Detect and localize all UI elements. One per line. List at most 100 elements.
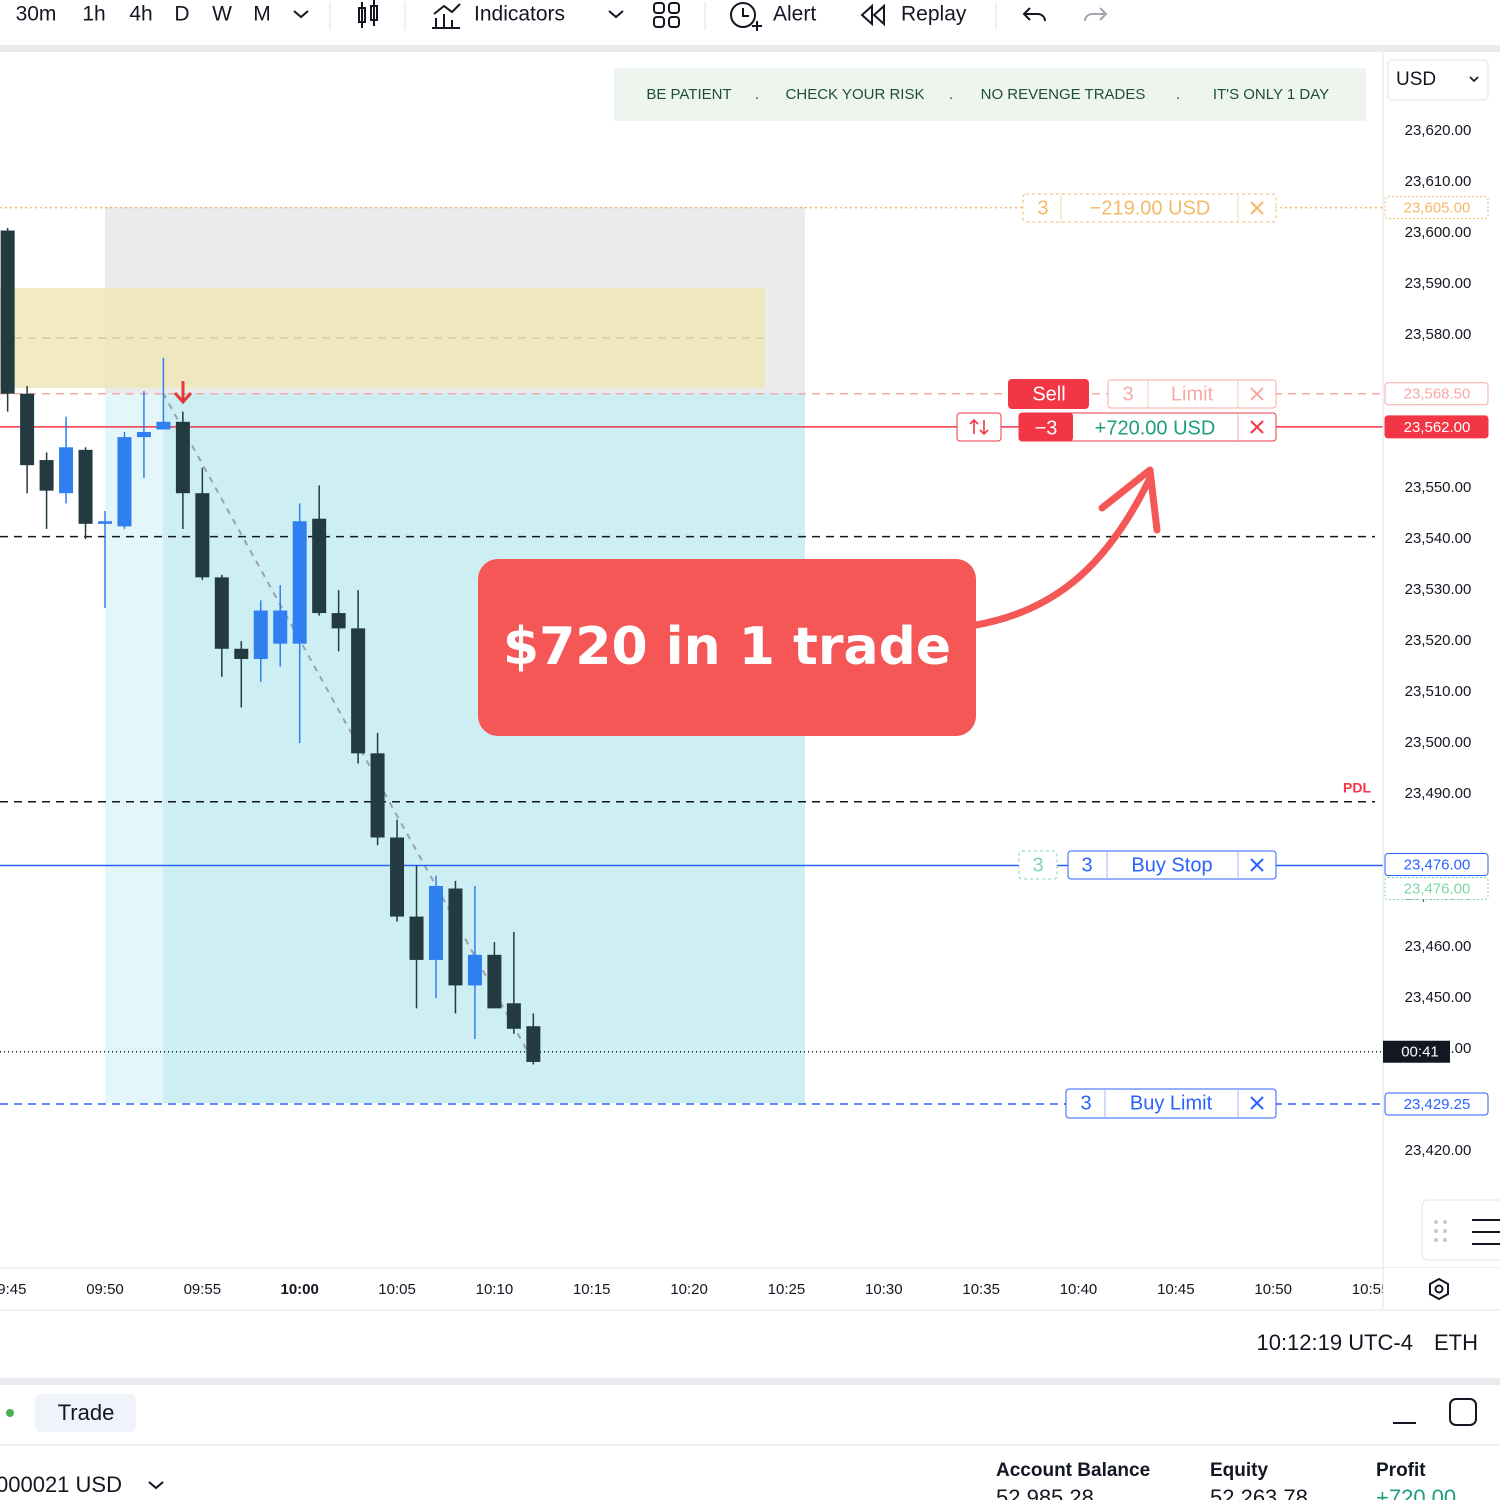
- timeframe[interactable]: 4h: [129, 3, 152, 26]
- position[interactable]: −3 +720.00 USD: [956, 412, 1277, 442]
- currency-label[interactable]: USD: [1396, 69, 1436, 90]
- x-tick-label: 10:45: [1157, 1281, 1195, 1298]
- floating-tools[interactable]: [1421, 1199, 1500, 1261]
- candle-body: [506, 1003, 521, 1029]
- session[interactable]: ETH: [1434, 1330, 1478, 1355]
- candle-body: [59, 447, 74, 494]
- price-tag-label: 23,429.25: [1404, 1096, 1471, 1113]
- price-tag-label: 23,476.00: [1404, 857, 1471, 874]
- x-tick-label: 10:00: [281, 1281, 319, 1298]
- maximize-icon[interactable]: [1449, 1398, 1477, 1426]
- timeframe[interactable]: M: [253, 3, 271, 26]
- candle-body: [195, 493, 210, 578]
- banner: BE PATIENT . CHECK YOUR RISK . NO REVENG…: [614, 68, 1366, 121]
- x-tick-label: 09:45: [0, 1281, 26, 1298]
- candle-body: [117, 437, 132, 527]
- y-tick-label: 23,450.00: [1405, 989, 1472, 1006]
- candle-body: [351, 628, 366, 754]
- chart-type-icon[interactable]: [358, 0, 378, 28]
- x-tick-label: 10:30: [865, 1281, 903, 1298]
- settings-icon[interactable]: [1434, 1284, 1444, 1294]
- alert-button[interactable]: Alert: [773, 3, 816, 26]
- dropdown-icon[interactable]: [1469, 76, 1479, 83]
- order-pnl: −219.00 USD: [1090, 197, 1211, 219]
- y-tick-label: 23,580.00: [1405, 326, 1472, 343]
- y-tick-label: 23,610.00: [1405, 173, 1472, 190]
- sell-button[interactable]: Sell: [1032, 383, 1065, 405]
- banner-item: CHECK YOUR RISK: [786, 86, 925, 103]
- candle-body: [214, 577, 229, 649]
- candle-body: [331, 613, 346, 629]
- bottom-area: 10:12:19 UTC-4 ETH Trade 000021 USD Acco…: [0, 1199, 1500, 1500]
- undo-icon[interactable]: [1022, 7, 1046, 22]
- candle-body: [78, 449, 93, 524]
- dropdown-icon[interactable]: [148, 1481, 164, 1490]
- x-tick-label: 10:35: [962, 1281, 1000, 1298]
- entry-arrow: [173, 381, 193, 405]
- buy-limit-order[interactable]: 3 Buy Limit: [1065, 1088, 1277, 1119]
- account-select[interactable]: 000021 USD: [0, 1472, 122, 1497]
- dropdown-icon[interactable]: [608, 10, 624, 19]
- profit-value: +720.00: [1376, 1485, 1456, 1500]
- replay-icon[interactable]: [860, 3, 885, 27]
- price-tag: [1384, 1092, 1489, 1116]
- banner-item: BE PATIENT: [646, 86, 731, 103]
- candle-body: [370, 753, 385, 838]
- candle-body: [390, 837, 405, 917]
- trade-tab-label[interactable]: Trade: [58, 1400, 115, 1425]
- x-tick-label: 10:40: [1060, 1281, 1098, 1298]
- order-type: Limit: [1171, 383, 1214, 405]
- profit-zone: [163, 393, 805, 1103]
- order-qty: 3: [1032, 854, 1043, 876]
- x-tick-label: 09:55: [184, 1281, 222, 1298]
- x-tick-label: 10:05: [378, 1281, 416, 1298]
- timeframe[interactable]: 30m: [16, 3, 57, 26]
- timeframe[interactable]: W: [212, 3, 232, 26]
- pdl-label: PDL: [1343, 780, 1371, 796]
- time-axis: 09:45 09:50 09:55 10:00 10:05 10:10 10:15 10:20…: [0, 1267, 1500, 1310]
- candle-body: [98, 521, 112, 524]
- balance-value: 52,985.28: [996, 1485, 1094, 1500]
- alert-icon[interactable]: [730, 2, 762, 31]
- orders: 3 −219.00 USD Sell 3 Limit −3 +720.00 US…: [956, 193, 1277, 1119]
- currency-select[interactable]: [1387, 59, 1489, 101]
- price-tag: [1384, 196, 1489, 220]
- y-tick-label: 23,620.00: [1405, 122, 1472, 139]
- indicators-button[interactable]: Indicators: [474, 3, 565, 26]
- indicators-icon[interactable]: [432, 3, 461, 29]
- profit-label: Profit: [1376, 1460, 1426, 1481]
- x-tick-label: 10:50: [1254, 1281, 1292, 1298]
- countdown: 00:41: [1401, 1044, 1439, 1061]
- y-tick-label: 23,510.00: [1405, 683, 1472, 700]
- candle-body: [312, 518, 327, 614]
- banner-separator: .: [755, 86, 759, 103]
- candle-body: [273, 610, 288, 644]
- sell-limit-order[interactable]: Sell 3 Limit: [1008, 379, 1277, 409]
- stop-loss-order[interactable]: 3 −219.00 USD: [1022, 193, 1277, 223]
- timeframe[interactable]: 1h: [82, 3, 105, 26]
- buy-stop-order[interactable]: 3 3 Buy Stop: [1018, 850, 1277, 880]
- price-axis: USD 23,620.00 23,610.00 23,600.00 23,590.00…: [1382, 52, 1500, 1268]
- settings-icon[interactable]: [1429, 1277, 1449, 1301]
- layout-icon[interactable]: [653, 2, 680, 28]
- banner-separator: .: [949, 86, 953, 103]
- position-qty: −3: [1035, 417, 1058, 439]
- equity-label: Equity: [1210, 1460, 1268, 1481]
- candle-body: [487, 954, 502, 1009]
- y-tick-label: 23,500.00: [1405, 734, 1472, 751]
- y-tick-label: 23,530.00: [1405, 581, 1472, 598]
- candle-body: [448, 888, 463, 986]
- banner-item: NO REVENGE TRADES: [981, 86, 1146, 103]
- profit-zone-light: [105, 393, 163, 1103]
- redo-icon[interactable]: [1084, 7, 1108, 22]
- timeframe[interactable]: D: [174, 3, 189, 26]
- candle-body: [156, 421, 171, 430]
- countdown-tag: [1383, 1040, 1450, 1063]
- position-pnl: +720.00 USD: [1095, 417, 1216, 439]
- banner-item: IT'S ONLY 1 DAY: [1213, 86, 1329, 103]
- trade-tab[interactable]: [35, 1394, 136, 1432]
- dropdown-icon[interactable]: [293, 10, 309, 19]
- replay-button[interactable]: Replay: [901, 3, 967, 26]
- candle-body: [136, 432, 151, 438]
